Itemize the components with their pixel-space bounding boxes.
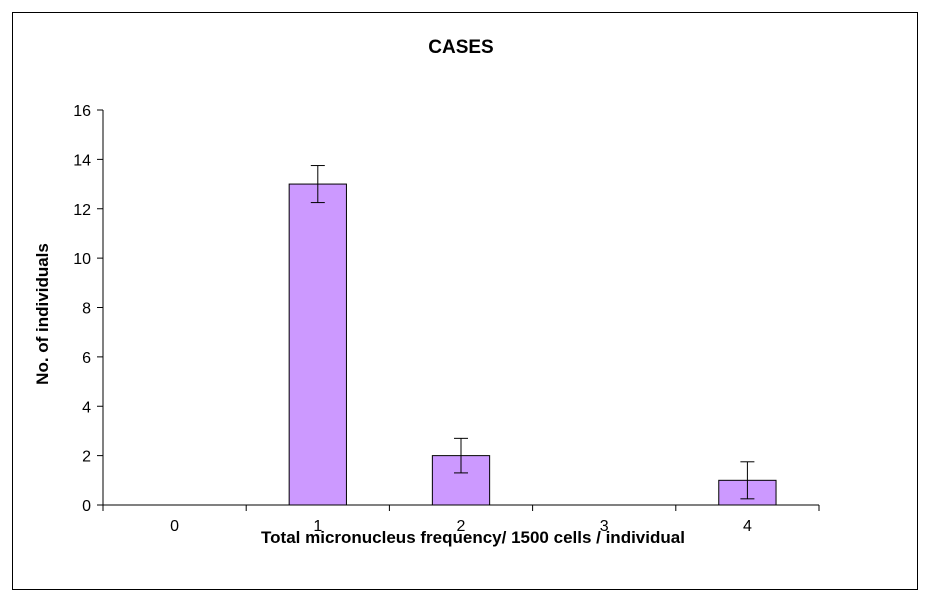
- x-tick-label-2: 2: [457, 518, 466, 535]
- y-tick-label: 2: [82, 449, 91, 466]
- y-tick-label: 12: [73, 202, 91, 219]
- x-tick-label-1: 1: [313, 518, 322, 535]
- y-tick-label: 16: [73, 103, 91, 120]
- x-tick-label-4: 4: [743, 518, 752, 535]
- y-tick-label: 14: [73, 152, 91, 169]
- chart-title: CASES: [428, 37, 493, 58]
- chart-frame: CASES 0 2 4 6 8 10 12 14 16 0 1 2 3 4 Total micronucl…: [12, 12, 918, 590]
- y-tick-label: 6: [82, 350, 91, 367]
- y-tick-label: 0: [82, 498, 91, 515]
- x-axis-label: Total micronucleus frequency/ 1500 cells…: [261, 528, 685, 547]
- x-tick-label-0: 0: [170, 518, 179, 535]
- y-tick-label: 10: [73, 251, 91, 268]
- bar-1: [288, 183, 347, 506]
- y-tick-label: 8: [82, 301, 91, 318]
- y-axis-label: No. of individuals: [33, 243, 52, 385]
- y-tick-label: 4: [82, 399, 91, 416]
- x-tick-label-3: 3: [600, 518, 609, 535]
